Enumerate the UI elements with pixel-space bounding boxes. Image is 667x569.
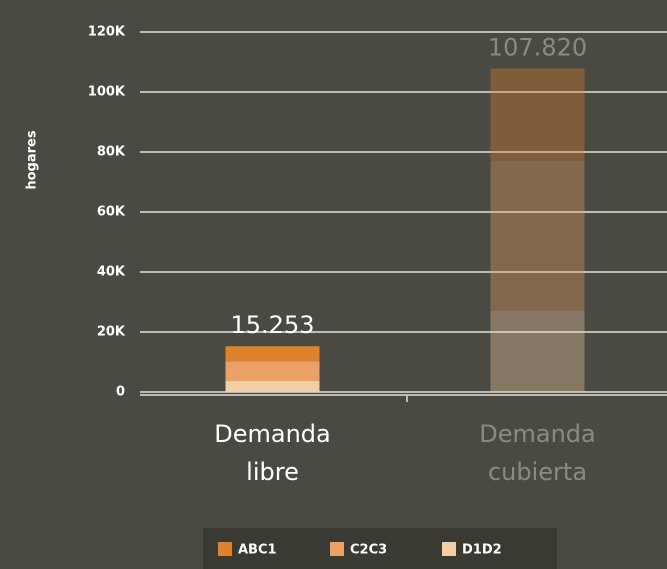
legend-box: [203, 528, 557, 569]
y-tick-label: 0: [116, 385, 125, 400]
bar-segment: [225, 361, 320, 382]
x-tick-label: Demanda libre: [214, 420, 330, 486]
bar-segment: [490, 311, 585, 392]
bar-segment: [225, 381, 320, 392]
legend-swatch: [442, 542, 456, 556]
x-tick-label: Demanda cubierta: [479, 420, 595, 486]
y-tick-label: 80K: [97, 145, 126, 160]
legend-label: D1D2: [462, 543, 502, 558]
y-axis-label: hogares: [25, 130, 40, 189]
bar-segment: [490, 161, 585, 311]
y-tick-label: 60K: [97, 205, 126, 220]
legend-swatch: [330, 542, 344, 556]
total-label: 15.253: [231, 311, 315, 339]
category-group: 15.253 Demanda libre: [214, 311, 330, 486]
legend-swatch: [218, 542, 232, 556]
y-tick-label: 20K: [97, 325, 126, 340]
legend-label: ABC1: [238, 543, 277, 558]
y-tick-label: 40K: [97, 265, 126, 280]
bar-segment: [490, 68, 585, 161]
category-group: 107.820 Demanda cubierta: [479, 34, 595, 486]
total-label: 107.820: [488, 34, 587, 62]
y-tick-label: 100K: [88, 85, 126, 100]
y-tick-label: 120K: [88, 25, 126, 40]
legend-label: C2C3: [350, 543, 387, 558]
bar-segment: [225, 346, 320, 362]
